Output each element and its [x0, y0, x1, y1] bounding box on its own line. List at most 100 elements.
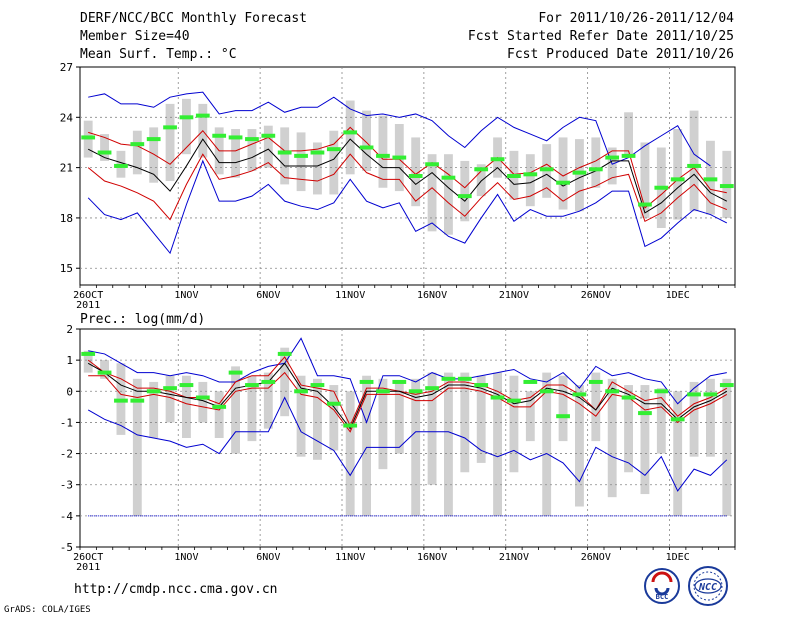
series-line-mean — [87, 362, 728, 430]
median-marker — [343, 423, 358, 428]
median-marker — [621, 153, 636, 158]
median-marker — [556, 180, 570, 185]
median-marker — [376, 153, 390, 158]
header-member-size: Member Size=40 — [80, 29, 190, 44]
header-start-date: Fcst Started Refer Date 2011/10/25 — [467, 29, 734, 44]
range-box — [640, 142, 650, 218]
median-marker — [556, 414, 570, 419]
median-marker — [687, 163, 701, 168]
series-line-outer — [88, 91, 711, 167]
range-box — [182, 98, 191, 155]
median-marker — [277, 150, 292, 155]
median-marker — [376, 389, 390, 394]
source-url[interactable]: http://cmdp.ncc.cma.gov.cn — [74, 582, 278, 597]
y-tick-label: 1 — [66, 354, 73, 367]
median-marker — [245, 383, 259, 388]
median-marker — [719, 184, 734, 189]
y-tick-label: 2 — [66, 323, 73, 336]
range-box — [493, 372, 502, 516]
x-year-label: 2011 — [76, 562, 100, 573]
series-line-inner — [87, 356, 728, 427]
x-tick-label: 26OCT — [73, 290, 103, 301]
range-box — [100, 360, 109, 379]
median-marker — [130, 142, 145, 147]
range-box — [231, 129, 240, 178]
median-marker — [179, 383, 194, 388]
median-marker — [81, 351, 96, 356]
y-tick-label: 24 — [60, 111, 74, 124]
y-tick-label: 21 — [60, 162, 73, 175]
range-box — [394, 381, 404, 454]
series-line-mean — [87, 138, 728, 214]
median-marker — [507, 174, 521, 178]
x-tick-label: 26NOV — [581, 552, 611, 563]
y-tick-label: -1 — [60, 416, 73, 429]
x-tick-label: 1DEC — [666, 552, 690, 563]
median-marker — [523, 172, 538, 177]
range-box — [427, 372, 437, 485]
range-box — [542, 372, 552, 516]
median-marker — [294, 389, 308, 394]
median-marker — [408, 389, 423, 394]
median-marker — [474, 167, 489, 172]
range-box — [525, 154, 535, 207]
median-marker — [114, 163, 128, 168]
median-marker — [343, 130, 358, 135]
range-box — [214, 391, 224, 438]
bcc-logo: BCC — [644, 568, 680, 604]
precip-panel-title: Prec.: log(mm/d) — [80, 312, 206, 327]
range-box — [280, 127, 290, 185]
series-line-inner — [88, 126, 727, 209]
median-marker — [114, 398, 128, 403]
median-marker — [490, 157, 505, 162]
median-marker — [621, 395, 636, 400]
y-tick-label: 0 — [66, 385, 73, 398]
median-marker — [425, 162, 439, 167]
range-box — [689, 110, 699, 212]
y-tick-label: 15 — [60, 262, 73, 275]
range-box — [329, 385, 339, 451]
range-box — [673, 391, 683, 516]
median-marker — [245, 137, 259, 142]
median-marker — [408, 174, 423, 178]
series-line-outer — [87, 396, 728, 492]
y-tick-label: -3 — [60, 479, 73, 492]
range-box — [329, 130, 339, 195]
median-marker — [654, 389, 669, 394]
range-box — [231, 366, 240, 454]
series-line-inner — [88, 371, 728, 433]
range-box — [247, 129, 257, 171]
y-tick-label: 27 — [60, 61, 73, 74]
median-marker — [638, 202, 652, 207]
median-marker — [539, 389, 554, 394]
temperature-chart: 15 18 21 24 27 26OCT 1NOV 6NOV 11NOV 16NOV 21NOV 26… — [60, 61, 736, 311]
range-box — [132, 378, 142, 516]
x-tick-label: 26NOV — [581, 290, 611, 301]
header-variable: Mean Surf. Temp.: °C — [80, 47, 237, 62]
y-tick-label: -4 — [60, 510, 74, 523]
range-box — [345, 100, 355, 175]
median-marker — [146, 389, 161, 394]
median-marker — [310, 383, 325, 388]
median-marker — [457, 376, 472, 381]
median-marker — [261, 379, 276, 384]
x-tick-label: 11NOV — [335, 552, 365, 563]
range-box — [460, 160, 470, 222]
range-box — [362, 375, 371, 516]
x-tick-label: 16NOV — [417, 552, 447, 563]
median-marker — [163, 125, 177, 130]
range-box — [411, 137, 421, 207]
range-box — [476, 375, 486, 463]
range-box — [132, 130, 142, 175]
range-box — [624, 112, 633, 158]
x-tick-label: 1NOV — [174, 552, 198, 563]
median-marker — [326, 147, 341, 152]
median-marker — [228, 370, 243, 375]
range-box — [296, 375, 306, 457]
median-marker — [523, 379, 538, 384]
range-box — [362, 110, 371, 171]
median-marker — [572, 170, 587, 175]
range-box — [575, 139, 584, 212]
median-marker — [425, 386, 439, 391]
